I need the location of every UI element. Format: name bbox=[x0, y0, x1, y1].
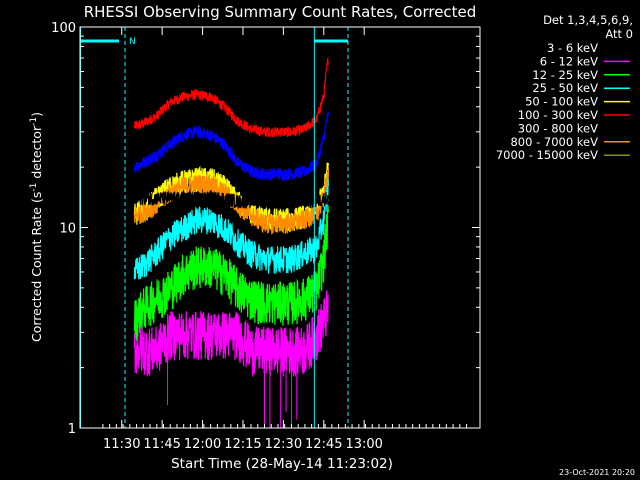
plot-area: N 11:30 11:45 12:00 12:15 12:30 12:45 13:00 1 10 1… bbox=[51, 21, 481, 452]
x-tick-label-6: 13:00 bbox=[345, 437, 382, 452]
legend-label-4: 50 - 100 keV bbox=[525, 95, 598, 109]
y-tick-label-1: 10 bbox=[59, 222, 76, 237]
series-line-1 bbox=[133, 290, 329, 377]
footer-timestamp: 23-Oct-2021 20:20 bbox=[559, 468, 635, 477]
chart-title: RHESSI Observing Summary Count Rates, Co… bbox=[84, 3, 477, 21]
x-tick-label-0: 11:30 bbox=[103, 437, 140, 452]
y-tick-label-2: 100 bbox=[51, 21, 76, 36]
legend-label-8: 7000 - 15000 keV bbox=[496, 148, 598, 162]
x-tick-label-2: 12:00 bbox=[184, 437, 221, 452]
legend-header-1: Det 1,3,4,5,6,9, bbox=[543, 13, 633, 27]
y-tick-label-0: 1 bbox=[68, 422, 76, 437]
x-tick-label-3: 12:15 bbox=[224, 437, 261, 452]
x-tick-label-5: 12:45 bbox=[305, 437, 342, 452]
series-line-5 bbox=[133, 57, 329, 138]
x-axis-label: Start Time (28-May-14 11:23:02) bbox=[171, 456, 393, 472]
legend-label-0: 3 - 6 keV bbox=[547, 41, 598, 55]
y-axis-label: Corrected Count Rate (s-1 detector-1) bbox=[29, 112, 44, 342]
legend-label-5: 100 - 300 keV bbox=[518, 108, 598, 122]
series-line-6 bbox=[133, 189, 329, 210]
x-tick-label-1: 11:45 bbox=[143, 437, 180, 452]
legend-label-7: 800 - 7000 keV bbox=[510, 135, 598, 149]
legend-label-3: 25 - 50 keV bbox=[532, 81, 598, 95]
attenuator-marker-label: N bbox=[129, 37, 136, 47]
series-line-3 bbox=[133, 178, 329, 280]
legend-label-2: 12 - 25 keV bbox=[532, 68, 598, 82]
series-line-9 bbox=[133, 111, 329, 182]
legend-label-6: 300 - 800 keV bbox=[518, 121, 598, 135]
x-tick-label-4: 12:30 bbox=[265, 437, 302, 452]
series-line-2 bbox=[133, 204, 329, 341]
legend-label-1: 6 - 12 keV bbox=[540, 54, 598, 68]
legend-header-2: Att 0 bbox=[605, 27, 633, 41]
